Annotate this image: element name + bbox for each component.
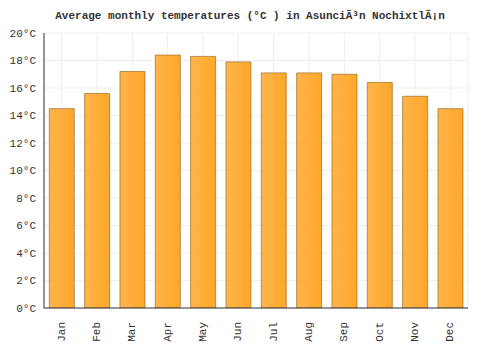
svg-text:16°C: 16°C [10, 83, 37, 95]
svg-text:Mar: Mar [126, 322, 138, 342]
svg-text:Feb: Feb [91, 322, 103, 342]
svg-text:Sep: Sep [338, 322, 350, 342]
svg-text:Jun: Jun [232, 322, 244, 342]
svg-text:Apr: Apr [162, 322, 174, 342]
svg-text:Nov: Nov [409, 322, 421, 342]
svg-text:Aug: Aug [303, 322, 315, 342]
svg-text:10°C: 10°C [10, 165, 37, 177]
svg-text:Jan: Jan [56, 322, 68, 342]
svg-text:4°C: 4°C [16, 248, 36, 260]
svg-text:8°C: 8°C [16, 193, 36, 205]
svg-text:2°C: 2°C [16, 275, 36, 287]
svg-text:18°C: 18°C [10, 55, 37, 67]
svg-text:Dec: Dec [444, 322, 456, 342]
svg-text:14°C: 14°C [10, 110, 37, 122]
svg-text:20°C: 20°C [10, 28, 37, 40]
svg-text:6°C: 6°C [16, 220, 36, 232]
svg-text:May: May [197, 322, 209, 342]
svg-text:Jul: Jul [268, 322, 280, 342]
html-text:Average monthly temperatures (: Average monthly temperatures (°C ) in As… [55, 10, 445, 22]
svg-text:Oct: Oct [374, 322, 386, 342]
svg-text:12°C: 12°C [10, 138, 37, 150]
svg-text:0°C: 0°C [16, 303, 36, 315]
